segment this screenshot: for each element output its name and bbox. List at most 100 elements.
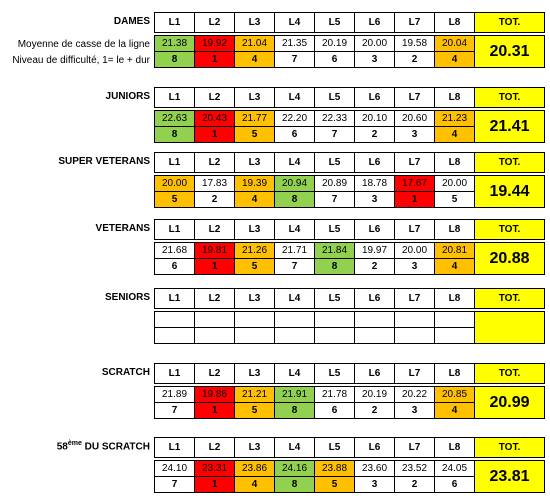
rank-cell: 5 (234, 402, 275, 419)
rank-cell (194, 327, 235, 344)
value-cell: 21.84 (314, 242, 355, 259)
column-header: L8 (434, 87, 475, 108)
value-cell: 20.43 (194, 110, 235, 127)
value-cell (314, 311, 355, 328)
column-header: L5 (314, 363, 355, 384)
column-header: L8 (434, 288, 475, 309)
column-header: L6 (354, 288, 395, 309)
value-cell: 20.04 (434, 35, 475, 52)
rank-cell: 7 (274, 258, 315, 275)
value-cell: 21.23 (434, 110, 475, 127)
row-label: Niveau de difficulté, 1= le + dur (12, 55, 150, 66)
value-cell: 20.94 (274, 175, 315, 192)
column-header: L5 (314, 437, 355, 458)
block-label: SUPER VETERANS (58, 156, 150, 167)
value-cell: 22.20 (274, 110, 315, 127)
value-cell: 18.78 (354, 175, 395, 192)
value-cell: 19.81 (194, 242, 235, 259)
value-cell: 19.86 (194, 386, 235, 403)
value-cell (434, 311, 475, 328)
column-header: L3 (234, 288, 275, 309)
value-cell: 23.60 (354, 460, 395, 477)
value-cell: 20.00 (354, 35, 395, 52)
rank-cell: 8 (274, 402, 315, 419)
column-header: L7 (394, 87, 435, 108)
value-cell (274, 311, 315, 328)
column-header: L6 (354, 12, 395, 33)
value-cell: 23.86 (234, 460, 275, 477)
label-part: ème (67, 440, 82, 447)
rank-cell: 6 (154, 258, 195, 275)
block-label: SCRATCH (101, 367, 150, 378)
total-header: TOT. (474, 87, 545, 108)
value-cell: 20.00 (394, 242, 435, 259)
column-header: L5 (314, 219, 355, 240)
rank-cell (314, 327, 355, 344)
value-cell: 21.91 (274, 386, 315, 403)
column-header: L2 (194, 363, 235, 384)
rank-cell: 7 (314, 126, 355, 143)
column-header: L5 (314, 288, 355, 309)
value-cell: 23.31 (194, 460, 235, 477)
value-cell: 20.19 (354, 386, 395, 403)
value-cell: 21.21 (234, 386, 275, 403)
column-header: L3 (234, 219, 275, 240)
column-header: L6 (354, 219, 395, 240)
rank-cell: 3 (394, 402, 435, 419)
value-cell: 20.22 (394, 386, 435, 403)
column-header: L7 (394, 363, 435, 384)
value-cell: 20.89 (314, 175, 355, 192)
column-header: L3 (234, 152, 275, 173)
column-header: L1 (154, 219, 195, 240)
value-cell: 21.35 (274, 35, 315, 52)
rank-cell: 8 (154, 51, 195, 68)
rank-cell: 5 (234, 258, 275, 275)
value-cell: 21.38 (154, 35, 195, 52)
rank-cell: 4 (234, 476, 275, 493)
label-part: DU SCRATCH (81, 441, 150, 453)
rank-cell (394, 327, 435, 344)
column-header: L6 (354, 87, 395, 108)
column-header: L1 (154, 288, 195, 309)
rank-cell: 3 (354, 191, 395, 208)
value-cell: 24.05 (434, 460, 475, 477)
total-value: 20.99 (474, 386, 545, 419)
value-cell: 17.67 (394, 175, 435, 192)
value-cell: 20.60 (394, 110, 435, 127)
column-header: L6 (354, 437, 395, 458)
column-header: L8 (434, 219, 475, 240)
column-header: L4 (274, 288, 315, 309)
value-cell: 24.10 (154, 460, 195, 477)
rank-cell (234, 327, 275, 344)
rank-cell: 3 (394, 258, 435, 275)
value-cell: 23.88 (314, 460, 355, 477)
value-cell: 20.85 (434, 386, 475, 403)
column-header: L4 (274, 437, 315, 458)
rank-cell: 2 (394, 476, 435, 493)
rank-cell: 5 (234, 126, 275, 143)
rank-cell: 1 (194, 258, 235, 275)
column-header: L6 (354, 152, 395, 173)
rank-cell: 3 (354, 476, 395, 493)
total-header: TOT. (474, 437, 545, 458)
rank-cell: 2 (194, 191, 235, 208)
block-label: 58ème DU SCRATCH (57, 440, 150, 452)
column-header: L4 (274, 87, 315, 108)
rank-cell: 2 (354, 402, 395, 419)
rank-cell: 4 (234, 191, 275, 208)
value-cell: 20.00 (434, 175, 475, 192)
value-cell: 21.71 (274, 242, 315, 259)
rank-cell: 7 (314, 191, 355, 208)
rank-cell: 6 (434, 476, 475, 493)
column-header: L7 (394, 12, 435, 33)
value-cell: 21.89 (154, 386, 195, 403)
rank-cell: 7 (154, 476, 195, 493)
rank-cell: 7 (274, 51, 315, 68)
column-header: L4 (274, 363, 315, 384)
rank-cell: 1 (194, 402, 235, 419)
column-header: L1 (154, 437, 195, 458)
label-part: 58 (56, 441, 68, 453)
column-header: L5 (314, 12, 355, 33)
rank-cell: 1 (194, 126, 235, 143)
rank-cell: 4 (434, 126, 475, 143)
